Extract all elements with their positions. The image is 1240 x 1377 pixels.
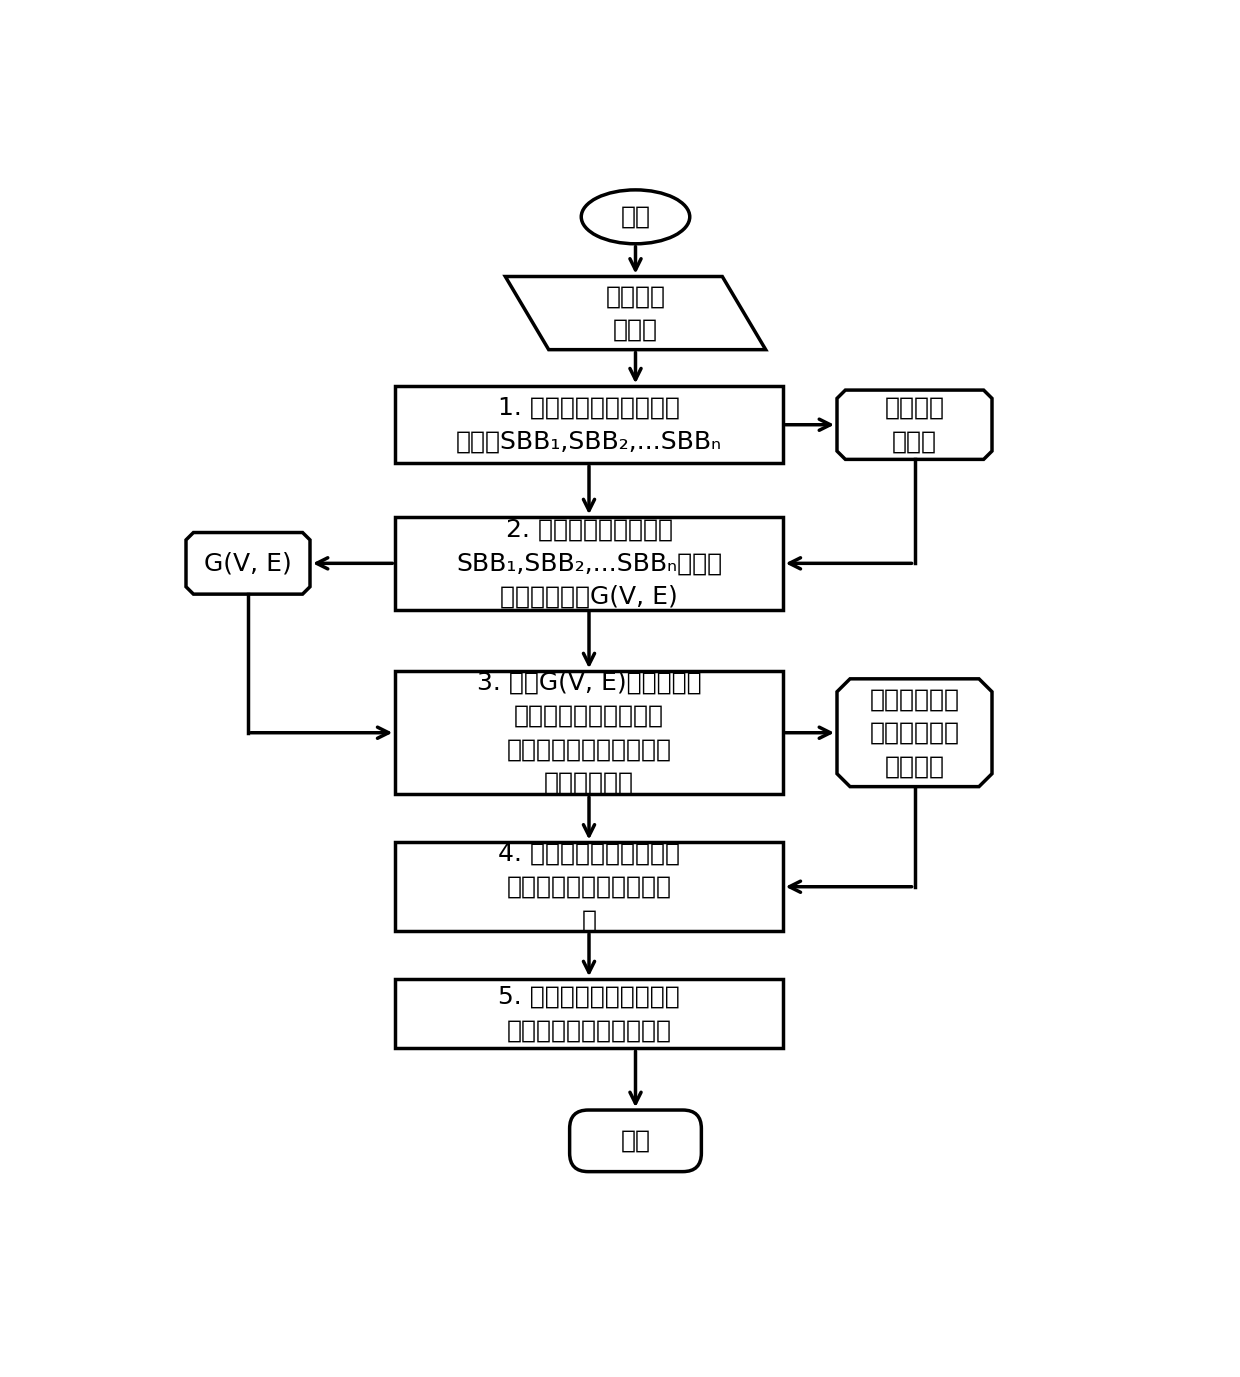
Text: 4. 为每个无存基本块添加
合适的复算指令和检测指
令: 4. 为每个无存基本块添加 合适的复算指令和检测指 令 [498,841,680,932]
Bar [396,518,782,610]
Text: 无存基本
块序列: 无存基本 块序列 [884,397,945,453]
Text: 1. 将程序划分为无存基本
块序列SBB₁,SBB₂,...SBBₙ: 1. 将程序划分为无存基本 块序列SBB₁,SBB₂,...SBBₙ [456,397,722,453]
Text: 2. 根据无存基本块序列
SBB₁,SBB₂,...SBBₙ，构造
程序控制流图G(V, E): 2. 根据无存基本块序列 SBB₁,SBB₂,...SBBₙ，构造 程序控制流图… [456,518,722,609]
Bar [396,843,782,931]
Text: 结束: 结束 [620,1129,651,1153]
Text: 5. 执行加固后的程序，检
测发生在运行时的软错误: 5. 执行加固后的程序，检 测发生在运行时的软错误 [498,985,680,1042]
Text: 带有循环标识
信息的无存基
本块序列: 带有循环标识 信息的无存基 本块序列 [869,687,960,778]
Text: 3. 基于G(V, E)找到程序中
所有可被编译优化的循
环，并为这些循环的无存
基本块做标识: 3. 基于G(V, E)找到程序中 所有可被编译优化的循 环，并为这些循环的无存… [476,671,702,795]
Bar [396,671,782,795]
Text: 线形汇编
源程序: 线形汇编 源程序 [605,284,666,341]
Bar [396,979,782,1048]
Bar [396,386,782,463]
Text: 开始: 开始 [620,205,651,229]
Text: G(V, E): G(V, E) [205,551,291,576]
